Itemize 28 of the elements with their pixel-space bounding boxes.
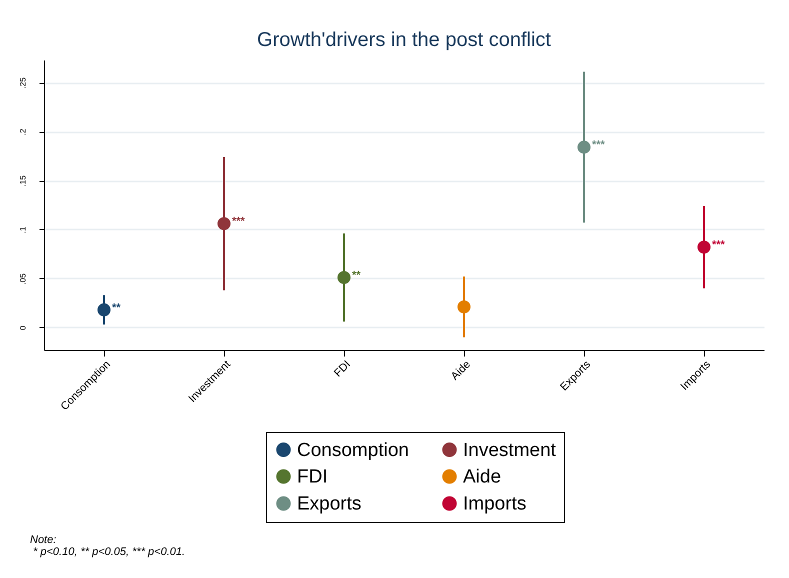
x-tick-label: FDI [332,358,353,380]
data-label: *** [592,139,606,152]
text: * p<0.10, ** p<0.05, *** p<0.01. [32,546,186,558]
legend-label: FDI [297,466,328,488]
legend-label: Exports [297,494,362,514]
text: Note: [30,534,58,546]
legend-label: Investment [463,440,557,461]
point [97,303,111,316]
data-label: ** [112,302,122,314]
legend-label: Imports [463,494,526,514]
y-tick-label: .25 [18,76,28,89]
y-tick-label: .15 [18,174,28,187]
y-tick-label: .05 [18,272,28,285]
data-label: ** [352,270,362,282]
legend-label: Consomption [297,440,409,461]
y-tick-label: .1 [18,226,28,234]
point [337,270,351,284]
x-tick-label: Aide [448,358,473,383]
text: 0 [18,326,28,330]
point [457,300,471,314]
legend-label: Aide [463,466,502,488]
y-tick-label: .2 [18,128,28,136]
point [577,140,591,154]
data-label: *** [232,216,246,228]
chart-title: Growth'drivers in the post conflict [257,29,552,51]
point [697,240,711,254]
point [217,217,231,230]
data-label: *** [712,239,726,252]
